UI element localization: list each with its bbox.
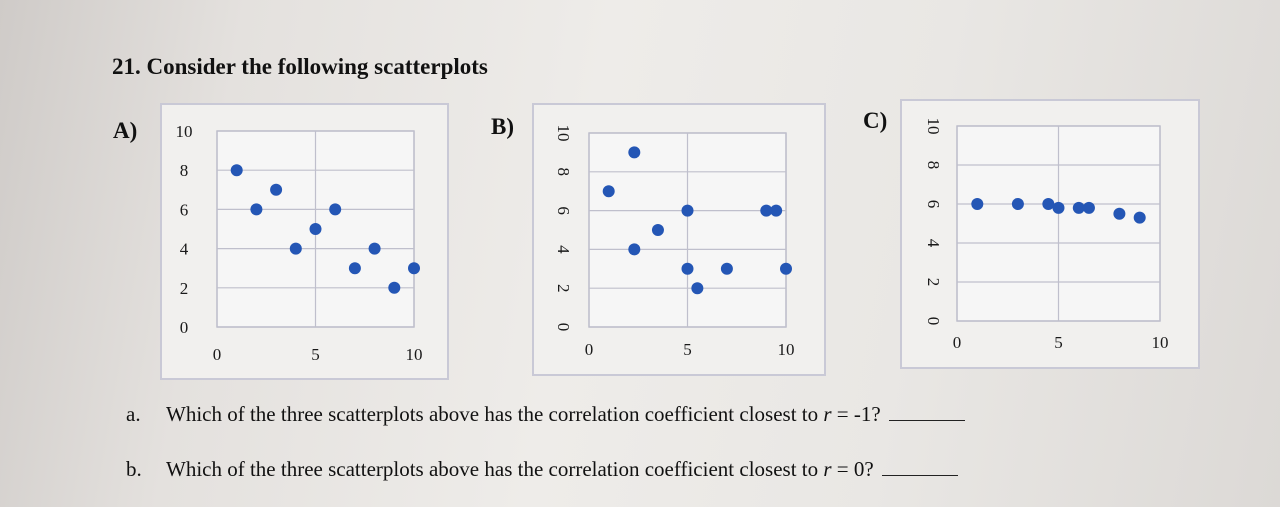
y-tick-label: 2 — [180, 279, 189, 298]
x-tick-label: 0 — [213, 345, 222, 364]
x-tick-label: 10 — [1152, 333, 1169, 352]
scatterplot-a-frame: 0 2 4 6 8 10 0 5 10 — [160, 103, 449, 380]
y-tick-label: 6 — [180, 200, 189, 219]
y-tick-label: 8 — [924, 161, 943, 170]
panel-label-b: B) — [491, 114, 514, 139]
subquestion-a-letter: a. — [126, 402, 141, 426]
data-point — [971, 198, 984, 210]
data-point — [1052, 201, 1065, 214]
scatterplot-b: 0 2 4 6 8 10 0 5 10 — [554, 125, 795, 360]
x-tick-label: 0 — [585, 340, 594, 359]
data-point — [602, 185, 615, 198]
x-tick-label: 0 — [953, 333, 962, 352]
subquestion-a-r: r — [823, 402, 832, 426]
subquestion-a-end: = -1? — [831, 402, 881, 426]
x-tick-label: 5 — [311, 345, 320, 364]
data-point — [1082, 201, 1095, 214]
y-tick-label: 2 — [924, 278, 943, 287]
data-point — [408, 262, 420, 275]
y-tick-label: 8 — [180, 161, 189, 180]
data-point — [720, 262, 733, 275]
answer-blank-a[interactable] — [888, 402, 965, 421]
y-tick-label: 10 — [924, 118, 943, 135]
scatterplot-c-frame: 0 2 4 6 8 10 0 5 10 — [900, 99, 1200, 369]
x-tick-label: 5 — [683, 340, 692, 359]
data-point — [760, 204, 773, 217]
x-tick-label: 5 — [1054, 333, 1063, 352]
data-point — [348, 262, 361, 275]
subquestion-b-text: Which of the three scatterplots above ha… — [166, 457, 824, 481]
y-tick-label: 4 — [554, 245, 573, 254]
data-point — [388, 281, 401, 294]
data-point — [1133, 211, 1146, 224]
data-point — [691, 282, 704, 295]
subquestion-b: b. Which of the three scatterplots above … — [126, 457, 958, 482]
panel-label-a: A) — [113, 118, 138, 143]
data-point — [368, 242, 381, 255]
data-point — [289, 242, 302, 255]
subquestion-a-text: Which of the three scatterplots above ha… — [166, 402, 824, 426]
x-tick-label: 10 — [778, 340, 795, 359]
y-tick-label: 0 — [924, 317, 943, 326]
y-tick-label: 10 — [554, 125, 573, 142]
data-point — [270, 183, 283, 196]
question-text: Consider the following scatterplots — [146, 54, 488, 79]
data-point — [329, 203, 342, 216]
data-point — [770, 204, 783, 217]
data-point — [681, 262, 694, 275]
data-point — [681, 204, 694, 217]
data-point — [1042, 198, 1055, 210]
data-point — [628, 243, 641, 256]
data-point — [230, 164, 243, 177]
subquestion-b-r: r — [823, 457, 832, 481]
y-tick-label: 4 — [180, 240, 189, 259]
scatterplot-b-frame: 0 2 4 6 8 10 0 5 10 — [532, 103, 826, 376]
y-tick-label: 0 — [180, 318, 189, 337]
y-tick-label: 2 — [554, 284, 573, 293]
question-number: 21. — [112, 54, 141, 79]
y-tick-label: 10 — [176, 122, 193, 141]
data-point — [250, 203, 263, 216]
y-tick-label: 8 — [554, 168, 573, 177]
answer-blank-b[interactable] — [881, 457, 958, 476]
panel-label-c: C) — [863, 108, 888, 133]
x-tick-label: 10 — [406, 345, 423, 364]
y-tick-label: 0 — [554, 323, 573, 332]
y-tick-label: 6 — [924, 200, 943, 209]
question-heading: 21. Consider the following scatterplots — [112, 54, 488, 80]
data-point — [309, 223, 322, 235]
data-point — [651, 224, 664, 236]
data-point — [628, 146, 641, 159]
y-tick-label: 4 — [924, 239, 943, 248]
data-point — [1011, 198, 1024, 210]
scatterplot-a: 0 2 4 6 8 10 0 5 10 — [176, 122, 423, 364]
scatterplot-c: 0 2 4 6 8 10 0 5 10 — [924, 118, 1169, 353]
data-point — [780, 262, 792, 275]
data-point — [1113, 207, 1126, 220]
subquestion-a: a. Which of the three scatterplots above … — [126, 402, 965, 427]
y-tick-label: 6 — [554, 206, 573, 215]
data-point — [1072, 201, 1085, 214]
subquestion-b-end: = 0? — [831, 457, 874, 481]
subquestion-b-letter: b. — [126, 457, 142, 481]
